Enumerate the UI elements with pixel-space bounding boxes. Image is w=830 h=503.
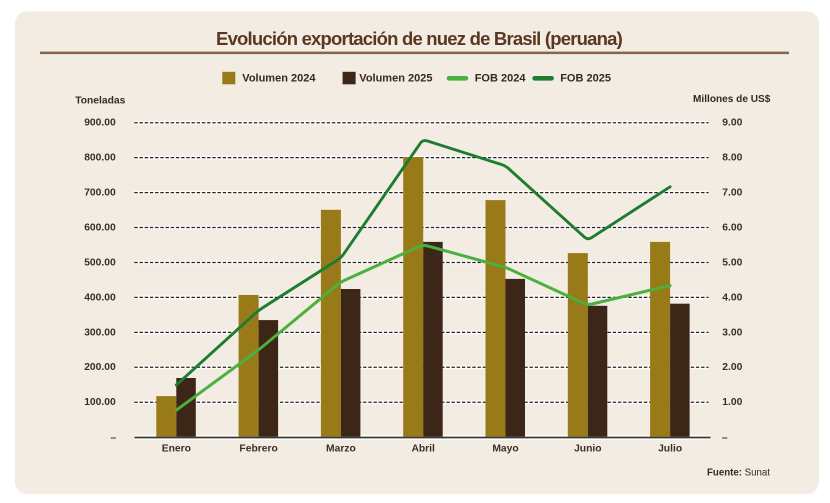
svg-text:600.00: 600.00 bbox=[84, 222, 116, 233]
svg-text:5.00: 5.00 bbox=[722, 257, 742, 268]
svg-text:400.00: 400.00 bbox=[84, 292, 116, 303]
svg-text:Enero: Enero bbox=[162, 444, 191, 455]
svg-text:500.00: 500.00 bbox=[84, 257, 116, 268]
svg-text:Mayo: Mayo bbox=[492, 444, 518, 455]
svg-text:700.00: 700.00 bbox=[84, 188, 116, 199]
svg-text:Volumen 2024: Volumen 2024 bbox=[242, 73, 316, 85]
svg-text:Millones de US$: Millones de US$ bbox=[693, 94, 771, 105]
svg-text:Abril: Abril bbox=[411, 444, 435, 455]
svg-text:100.00: 100.00 bbox=[84, 397, 116, 408]
svg-text:–: – bbox=[722, 432, 728, 443]
svg-text:2.00: 2.00 bbox=[722, 362, 742, 373]
svg-text:FOB 2025: FOB 2025 bbox=[560, 73, 611, 85]
svg-text:Julio: Julio bbox=[658, 444, 682, 455]
svg-text:1.00: 1.00 bbox=[722, 397, 742, 408]
svg-text:800.00: 800.00 bbox=[84, 153, 116, 164]
svg-text:Junio: Junio bbox=[574, 444, 601, 455]
svg-text:900.00: 900.00 bbox=[84, 118, 116, 129]
svg-text:Febrero: Febrero bbox=[239, 444, 277, 455]
svg-text:Volumen 2025: Volumen 2025 bbox=[359, 73, 432, 85]
svg-text:Evolución exportación de nuez: Evolución exportación de nuez de Brasil … bbox=[216, 28, 623, 49]
svg-text:200.00: 200.00 bbox=[84, 362, 116, 373]
svg-text:8.00: 8.00 bbox=[722, 153, 742, 164]
svg-text:4.00: 4.00 bbox=[722, 292, 742, 303]
svg-text:300.00: 300.00 bbox=[84, 327, 116, 338]
svg-text:9.00: 9.00 bbox=[722, 118, 742, 129]
svg-text:3.00: 3.00 bbox=[722, 327, 742, 338]
svg-text:–: – bbox=[110, 432, 116, 443]
svg-text:Marzo: Marzo bbox=[326, 444, 356, 455]
svg-text:7.00: 7.00 bbox=[722, 188, 742, 199]
svg-text:FOB 2024: FOB 2024 bbox=[475, 73, 527, 85]
svg-text:Fuente: Sunat: Fuente: Sunat bbox=[707, 467, 770, 478]
svg-text:6.00: 6.00 bbox=[722, 222, 742, 233]
svg-text:Toneladas: Toneladas bbox=[75, 95, 125, 106]
